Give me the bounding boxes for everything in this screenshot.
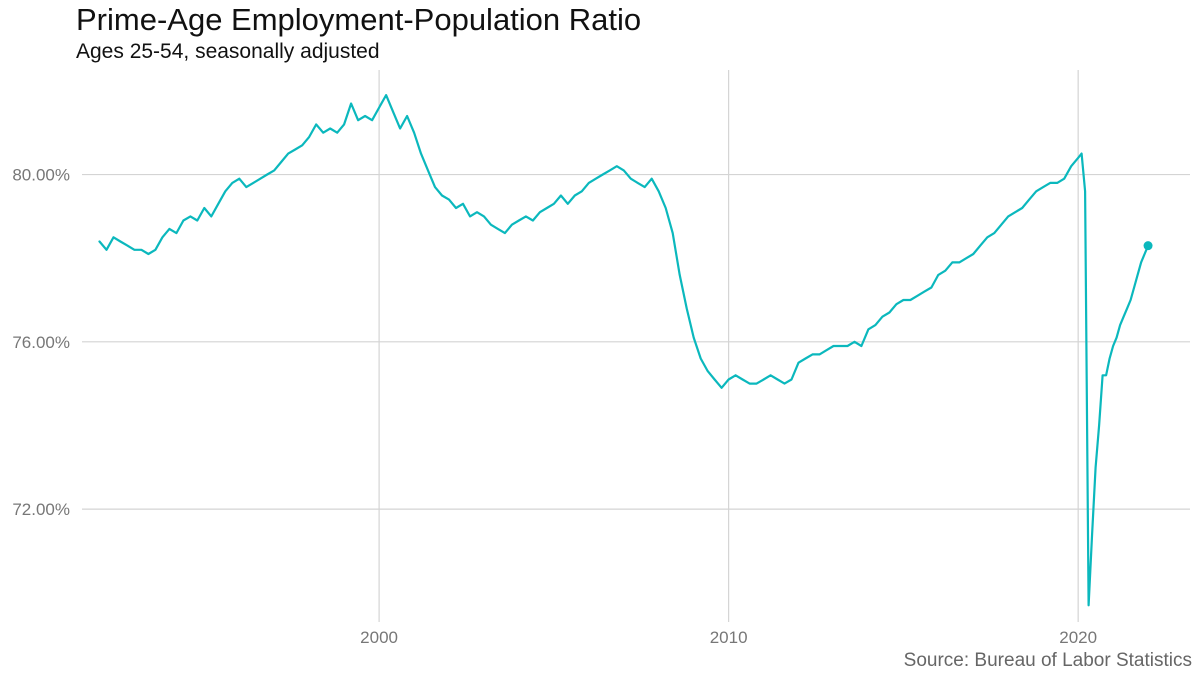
x-tick-label-2020: 2020: [1059, 628, 1097, 647]
chart-title: Prime-Age Employment-Population Ratio: [76, 2, 642, 37]
x-tick-label-2000: 2000: [360, 628, 398, 647]
series-group: [98, 94, 1153, 607]
chart-subtitle: Ages 25-54, seasonally adjusted: [76, 40, 380, 63]
y-tick-label-76: 76.00%: [12, 333, 70, 352]
series-end-point: [1143, 241, 1153, 251]
y-tick-label-72: 72.00%: [12, 500, 70, 519]
x-tick-labels: 2000 2010 2020: [360, 628, 1097, 647]
y-tick-labels: 72.00% 76.00% 80.00%: [12, 166, 70, 520]
series-line-0: [98, 94, 1150, 607]
x-tick-label-2010: 2010: [710, 628, 748, 647]
x-gridlines: [378, 70, 1079, 622]
y-gridlines: [82, 173, 1190, 510]
source-caption: Source: Bureau of Labor Statistics: [903, 650, 1192, 671]
y-tick-label-80: 80.00%: [12, 166, 70, 185]
